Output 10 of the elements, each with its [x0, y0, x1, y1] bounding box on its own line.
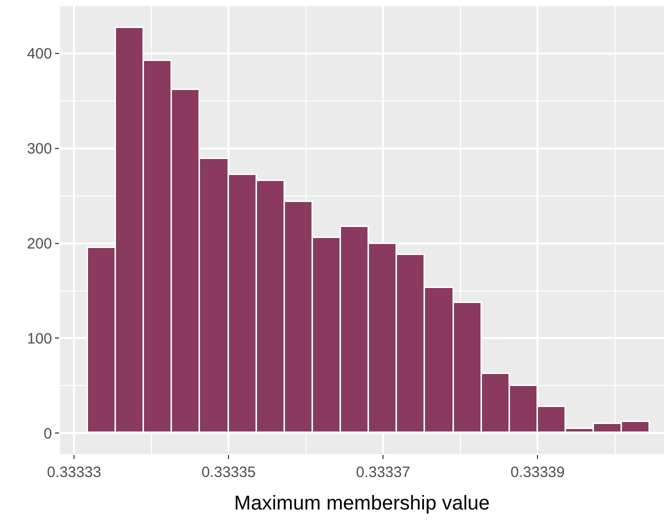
x-tick-label: 0.33335: [201, 464, 256, 481]
y-tick-label: 400: [26, 46, 52, 63]
x-tick-label: 0.33337: [356, 464, 410, 481]
y-tick-label: 300: [26, 140, 52, 158]
x-tick-label: 0.33333: [46, 464, 102, 481]
y-tick-label: 0: [44, 425, 52, 442]
y-tick-label: 100: [26, 330, 52, 348]
x-tick-label: 0.33339: [510, 464, 565, 481]
x-axis-title: Maximum membership value: [234, 492, 490, 514]
y-tick-label: 200: [26, 236, 52, 253]
